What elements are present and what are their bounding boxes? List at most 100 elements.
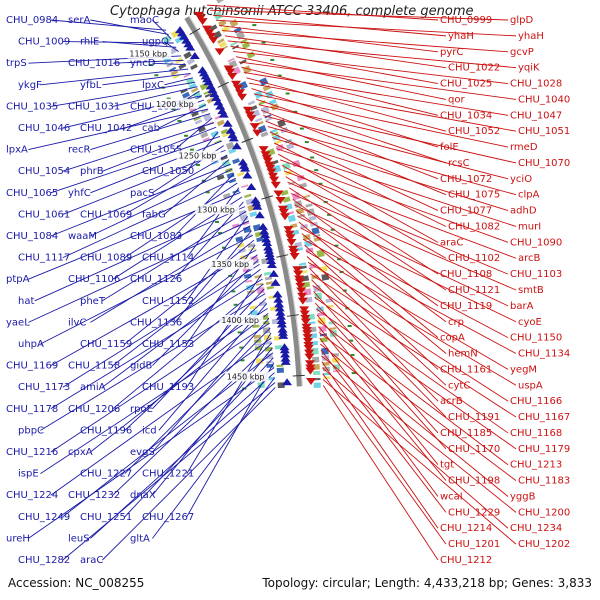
minus-strand-gene-label[interactable]: acrB [440,396,463,407]
plus-strand-gene-label[interactable]: recR [68,145,91,156]
minus-strand-gene-label[interactable]: barA [510,301,534,312]
plus-strand-gene-label[interactable]: yhfC [68,188,91,199]
minus-strand-gene-label[interactable]: CHU_1185 [440,428,492,439]
plus-strand-gene-label[interactable]: hat [18,296,34,307]
plus-strand-gene-label[interactable]: CHU_1173 [18,382,70,393]
plus-strand-gene-label[interactable]: CHU_1031 [68,101,120,112]
plus-strand-gene-label[interactable]: CHU_1061 [18,209,70,220]
minus-strand-gene-label[interactable]: CHU_1201 [448,539,500,550]
minus-strand-gene-label[interactable]: CHU_1121 [448,285,500,296]
plus-strand-gene-label[interactable]: CHU_1206 [68,404,120,415]
plus-strand-gene-label[interactable]: CHU_1035 [6,101,58,112]
minus-strand-gene-label[interactable]: yegM [510,364,537,375]
plus-strand-gene-label[interactable]: phrB [80,166,104,177]
plus-strand-gene-label[interactable]: CHU_1114 [142,253,194,264]
plus-strand-gene-label[interactable]: CHU_1159 [80,339,132,350]
minus-strand-gene-label[interactable]: CHU_1166 [510,396,562,407]
plus-strand-gene-label[interactable]: CHU_1055 [130,145,182,156]
minus-strand-gene-label[interactable]: CHU_1108 [440,269,492,280]
minus-strand-gene-label[interactable]: CHU_1025 [440,79,492,90]
minus-strand-gene-label[interactable]: CHU_1070 [518,158,570,169]
minus-strand-gene-label[interactable]: CHU_1167 [518,412,570,423]
minus-strand-gene-label[interactable]: adhD [510,206,537,217]
minus-strand-gene-label[interactable]: yhaH [518,31,544,42]
plus-strand-gene-label[interactable]: CHU_0984 [6,15,58,26]
minus-strand-gene-label[interactable]: uspA [518,380,543,391]
plus-strand-gene-label[interactable]: CHU_1009 [18,37,70,48]
plus-strand-gene-label[interactable]: CHU_1126 [130,274,182,285]
plus-strand-gene-label[interactable]: CHU_1117 [18,253,70,264]
minus-strand-gene-label[interactable]: cyoE [518,317,542,328]
minus-strand-gene-label[interactable]: tgt [440,460,454,471]
plus-strand-gene-label[interactable]: maoC [130,15,159,26]
plus-strand-gene-label[interactable]: ilvC [68,317,86,328]
minus-strand-gene-label[interactable]: yqiK [518,63,540,74]
plus-strand-gene-label[interactable]: fabG [142,209,166,220]
minus-strand-gene-label[interactable]: CHU_1179 [518,444,570,455]
minus-strand-gene-label[interactable]: crp [448,317,464,328]
minus-strand-gene-label[interactable]: smtB [518,285,544,296]
minus-strand-gene-label[interactable]: CHU_1077 [440,206,492,217]
plus-strand-gene-label[interactable]: ykgF [18,80,42,91]
plus-strand-gene-label[interactable]: cpxA [68,447,93,458]
minus-strand-gene-label[interactable]: CHU_1234 [510,523,562,534]
plus-strand-gene-label[interactable]: pacS [130,188,154,199]
minus-strand-gene-label[interactable]: CHU_1072 [440,174,492,185]
plus-strand-gene-label[interactable]: CHU_1016 [68,58,120,69]
minus-strand-gene-label[interactable]: CHU_1047 [510,110,562,121]
minus-strand-gene-label[interactable]: CHU_1034 [440,110,492,121]
minus-strand-gene-label[interactable]: arcB [518,253,541,264]
plus-strand-gene-label[interactable]: serA [68,15,90,26]
plus-strand-gene-label[interactable]: CHU_1054 [18,166,70,177]
minus-strand-gene-label[interactable]: CHU_1213 [510,460,562,471]
plus-strand-gene-label[interactable]: CHU_1169 [6,361,58,372]
plus-strand-gene-label[interactable]: CHU_1232 [68,490,120,501]
minus-strand-gene-label[interactable]: CHU_1191 [448,412,500,423]
plus-strand-gene-label[interactable]: yfbL [80,80,102,91]
minus-strand-gene-label[interactable]: CHU_1119 [440,301,492,312]
plus-strand-gene-label[interactable]: gidB [130,361,152,372]
minus-strand-gene-label[interactable]: CHU_1090 [510,237,562,248]
minus-strand-gene-label[interactable]: pyrC [440,47,463,58]
plus-strand-gene-label[interactable]: CHU_1196 [80,425,132,436]
plus-strand-gene-label[interactable]: CHU_1069 [80,209,132,220]
minus-strand-gene-label[interactable]: CHU_1202 [518,539,570,550]
plus-strand-gene-label[interactable]: CHU_1089 [80,253,132,264]
minus-strand-gene-label[interactable]: rmeD [510,142,538,153]
plus-strand-gene-label[interactable]: ureH [6,533,30,544]
minus-strand-gene-label[interactable]: CHU_1022 [448,63,500,74]
minus-strand-gene-label[interactable]: CHU_1051 [518,126,570,137]
plus-strand-gene-label[interactable]: waaM [68,231,97,242]
minus-strand-gene-label[interactable]: CHU_1214 [440,523,492,534]
plus-strand-gene-label[interactable]: CHU_1083 [130,231,182,242]
minus-strand-gene-label[interactable]: CHU_1150 [510,333,562,344]
plus-strand-gene-label[interactable]: CHU_1224 [6,490,58,501]
plus-strand-gene-label[interactable]: dnaX [130,490,156,501]
minus-strand-gene-label[interactable]: CHU_1134 [518,349,570,360]
minus-strand-gene-label[interactable]: CHU_1168 [510,428,562,439]
plus-strand-gene-label[interactable]: icd [142,425,157,436]
plus-strand-gene-label[interactable]: CHU_1152 [142,296,194,307]
minus-strand-gene-label[interactable]: CHU_1229 [448,507,500,518]
plus-strand-gene-label[interactable]: CHU_1106 [68,274,120,285]
minus-strand-gene-label[interactable]: rcsC [448,158,470,169]
plus-strand-gene-label[interactable]: uhpA [18,339,44,350]
plus-strand-gene-label[interactable]: ugpQ [142,37,169,48]
minus-strand-gene-label[interactable]: copA [440,333,465,344]
plus-strand-gene-label[interactable]: amiA [80,382,106,393]
plus-strand-gene-label[interactable]: CHU_1216 [6,447,58,458]
plus-strand-gene-label[interactable]: pheT [80,296,106,307]
minus-strand-gene-label[interactable]: CHU_1082 [448,221,500,232]
plus-strand-gene-label[interactable]: gltA [130,533,150,544]
minus-strand-gene-label[interactable]: CHU_1212 [440,555,492,566]
plus-strand-gene-label[interactable]: CHU_1178 [6,404,58,415]
minus-strand-gene-label[interactable]: CHU_1183 [518,476,570,487]
plus-strand-gene-label[interactable]: araC [80,555,103,566]
minus-strand-gene-label[interactable]: yhaH [448,31,474,42]
plus-strand-gene-label[interactable]: CHU_1042 [80,123,132,134]
minus-strand-gene-label[interactable]: qor [448,94,465,105]
plus-strand-gene-label[interactable]: CHU_1249 [18,512,70,523]
plus-strand-gene-label[interactable]: pbpC [18,425,44,436]
plus-strand-gene-label[interactable]: CHU_1084 [6,231,58,242]
plus-strand-gene-label[interactable]: CHU_1193 [142,382,194,393]
